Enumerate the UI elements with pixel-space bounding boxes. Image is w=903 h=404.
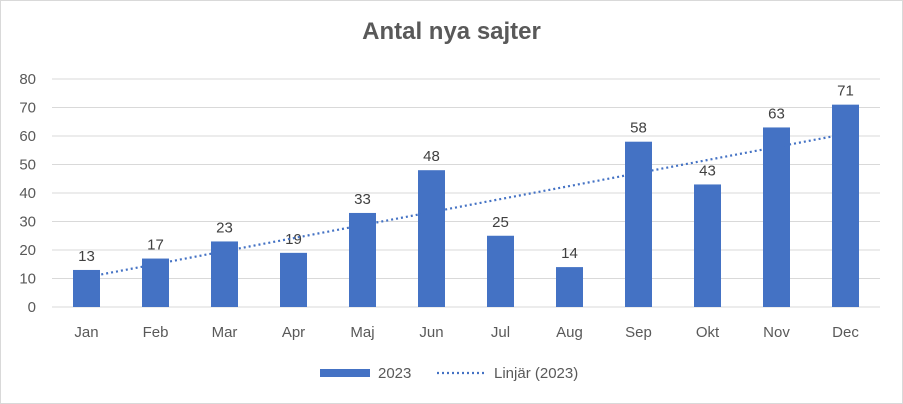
bar	[418, 170, 445, 307]
x-tick-label: Jan	[74, 324, 98, 341]
data-label: 14	[561, 245, 578, 262]
data-label: 71	[837, 83, 854, 100]
y-tick-label: 70	[19, 100, 36, 117]
bar	[349, 212, 376, 307]
data-label: 43	[699, 162, 716, 179]
data-label: 17	[147, 237, 164, 254]
y-tick-label: 80	[19, 71, 36, 88]
y-tick-label: 0	[28, 299, 36, 316]
x-tick-label: Maj	[350, 324, 374, 341]
bar	[763, 127, 790, 307]
legend-label-trendline: Linjär (2023)	[494, 365, 578, 382]
data-label: 19	[285, 231, 302, 248]
x-tick-label: Mar	[212, 324, 238, 341]
data-label: 58	[630, 120, 647, 137]
data-label: 63	[768, 105, 785, 122]
trendline	[86, 132, 846, 279]
legend-swatch-2023	[320, 369, 370, 377]
data-label: 25	[492, 214, 509, 231]
data-label: 48	[423, 148, 440, 165]
x-tick-label: Sep	[625, 324, 652, 341]
bar	[73, 269, 100, 307]
bar	[556, 267, 583, 307]
x-tick-label: Jul	[491, 324, 510, 341]
y-tick-label: 20	[19, 242, 36, 259]
y-tick-label: 50	[19, 157, 36, 174]
x-tick-label: Dec	[832, 324, 859, 341]
bar	[694, 184, 721, 307]
y-tick-label: 40	[19, 185, 36, 202]
chart-title: Antal nya sajter	[362, 18, 541, 45]
y-tick-label: 60	[19, 128, 36, 145]
y-tick-label: 10	[19, 271, 36, 288]
x-tick-label: Apr	[282, 324, 305, 341]
bar	[280, 252, 307, 307]
data-label: 13	[78, 248, 95, 265]
data-label: 33	[354, 191, 371, 208]
legend-label-2023: 2023	[378, 365, 411, 382]
x-tick-label: Aug	[556, 324, 583, 341]
bar	[832, 104, 859, 308]
x-tick-label: Feb	[143, 324, 169, 341]
x-tick-label: Jun	[419, 324, 443, 341]
x-tick-label: Okt	[696, 324, 720, 341]
y-tick-label: 30	[19, 214, 36, 231]
x-tick-label: Nov	[763, 324, 790, 341]
bar	[625, 141, 652, 307]
bar	[487, 235, 514, 307]
data-label: 23	[216, 219, 233, 236]
